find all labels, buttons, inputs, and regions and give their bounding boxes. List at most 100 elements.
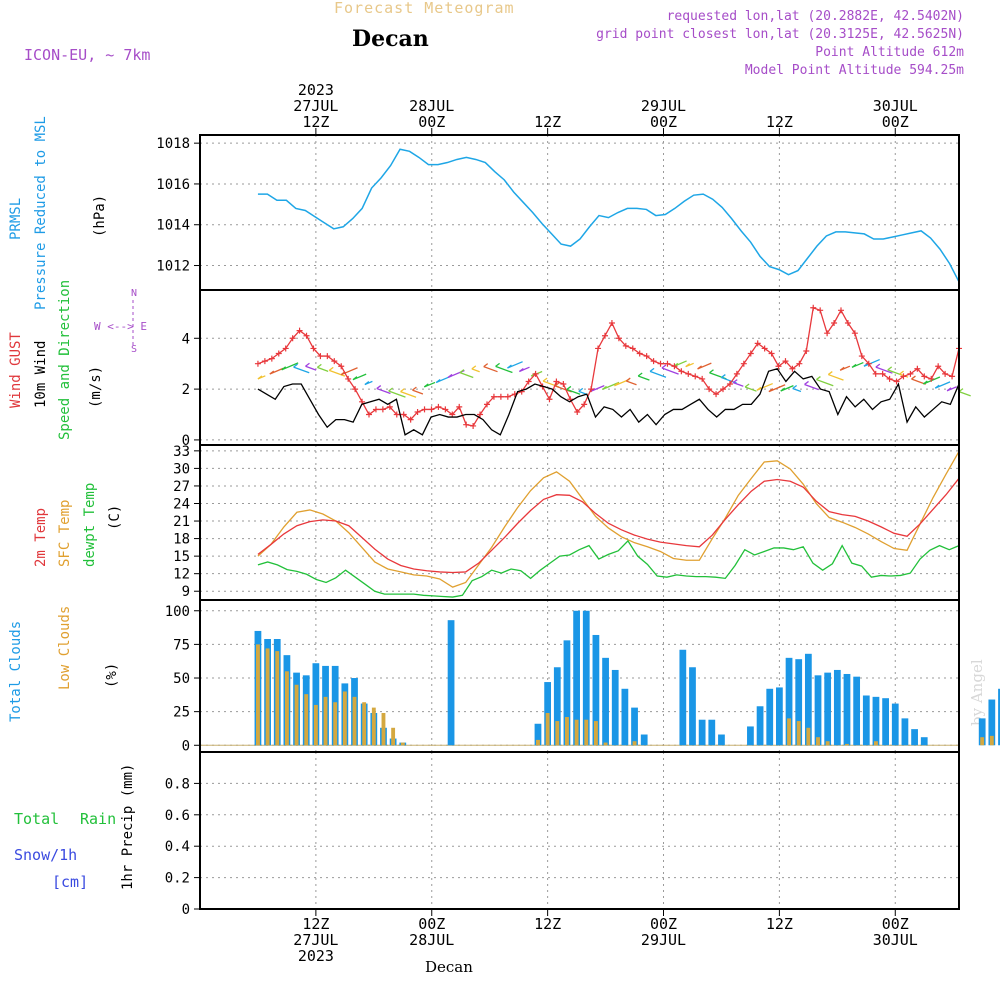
page-title: Decan — [352, 26, 429, 52]
low-cloud-bar — [806, 727, 811, 746]
wind-arrow-head — [471, 365, 477, 370]
wind-gust-point — [581, 401, 588, 408]
low-cloud-bar — [304, 694, 309, 746]
wind-gust-point — [338, 363, 345, 370]
wind-direction-arrow — [459, 372, 474, 379]
wind-direction-arrow — [637, 375, 650, 381]
wind-direction-arrow — [804, 383, 819, 391]
low-cloud-bar — [352, 696, 357, 746]
wind-gust-point — [685, 370, 692, 377]
wind-gust-point — [317, 353, 324, 360]
wind-gust-point — [719, 386, 726, 393]
cm-label: [cm] — [52, 873, 89, 891]
total-cloud-bar — [573, 610, 580, 746]
wind-arrow-head — [412, 386, 417, 391]
wind-gust-point — [817, 307, 824, 314]
time-label-top: 00Z — [650, 113, 677, 131]
y-tick-label: 2 — [182, 382, 190, 398]
wind-gust-point — [671, 363, 678, 370]
wind-arrow-head — [447, 373, 453, 378]
low-cloud-bar — [989, 735, 994, 746]
low-cloud-bar — [294, 684, 299, 746]
wind-gust-point — [775, 363, 782, 370]
wind-gust-point — [483, 401, 490, 408]
wind-arrow-head — [578, 387, 584, 392]
pressure-series-line — [257, 148, 960, 283]
total-cloud-bar — [631, 707, 638, 746]
wind-gust-point — [942, 370, 949, 377]
wind-gust-point — [615, 335, 622, 342]
wind-direction-arrow — [305, 365, 317, 371]
total-cloud-bar — [563, 640, 571, 746]
y-tick-label: 1018 — [156, 136, 190, 152]
wind-gust-point — [629, 345, 636, 352]
total-cloud-bar — [312, 663, 320, 746]
wind-gust-point — [504, 393, 511, 400]
low-cloud-bar — [323, 696, 328, 746]
wind-gust-point — [574, 408, 581, 415]
temp-2m-series-line — [257, 477, 960, 574]
total-cloud-bar — [592, 634, 600, 746]
wind-gust-point — [379, 406, 386, 413]
y-tick-label: 15 — [173, 549, 190, 565]
wind-arrow-head — [649, 367, 655, 372]
wind-arrow-head — [839, 366, 845, 371]
y-tick-label: 0.8 — [165, 776, 190, 792]
time-label-bottom: 12Z — [534, 915, 561, 933]
total-cloud-bar — [679, 649, 687, 746]
wind-arrow-head — [780, 387, 786, 392]
model-name: ICON-EU, ~ 7km — [24, 46, 151, 64]
wind-arrow-head — [899, 370, 904, 375]
time-label-bottom: 30JUL — [873, 931, 918, 949]
wind-gust-point — [782, 358, 789, 365]
low-cloud-bar — [632, 741, 637, 746]
wind-gust-point — [713, 391, 720, 398]
wind-gust-series-line — [257, 306, 960, 427]
low-cloud-bar — [816, 737, 820, 746]
wind-gust-point — [254, 360, 261, 367]
total-cloud-bar — [814, 675, 822, 746]
panel-frame — [199, 134, 960, 291]
y-tick-label: 75 — [173, 637, 190, 653]
wind-arrow-head — [602, 385, 607, 390]
wind-gust-point — [740, 360, 747, 367]
wind-arrow-head — [804, 380, 809, 385]
total-cloud-bar — [872, 696, 880, 746]
wind-gust-point — [622, 342, 629, 349]
wind-arrow-head — [744, 383, 750, 388]
low-cloud-bar — [603, 742, 608, 746]
wind-gust-point — [754, 340, 761, 347]
wind-gust-point — [643, 353, 650, 360]
wind-gust-point — [810, 304, 817, 311]
total-cloud-bar — [553, 667, 561, 746]
total-cloud-bar — [833, 669, 841, 746]
wind-gust-point — [490, 393, 497, 400]
wind-gust-point — [935, 363, 942, 370]
y-tick-label: 0.4 — [165, 839, 190, 855]
total-cloud-bar — [756, 706, 764, 746]
wind-gust-point — [900, 373, 907, 380]
wind-gust-point — [331, 358, 338, 365]
wind-gust-point — [706, 386, 713, 393]
y-tick-label: 33 — [173, 444, 190, 460]
total-cloud-bar — [718, 734, 725, 746]
wind-gust-point — [664, 360, 671, 367]
wind-arrow-head — [768, 388, 774, 393]
wind-direction-arrow — [412, 389, 424, 395]
time-label-bottom: 00Z — [882, 915, 909, 933]
wind-arrow-head — [495, 362, 500, 367]
wind-gust-point — [386, 403, 393, 410]
wind-gust-point — [657, 360, 664, 367]
wind-direction-arrow — [495, 365, 513, 374]
y-tick-label: 18 — [173, 532, 190, 548]
wind-gust-point — [463, 421, 470, 428]
wind-arrow-head — [566, 385, 572, 390]
wind-gust-point — [692, 373, 699, 380]
grid-coords: grid point closest lon,lat (20.3125E, 42… — [596, 27, 964, 42]
wind-gust-point — [608, 320, 615, 327]
wind-arrow-head — [816, 376, 821, 381]
wind-gust-point — [268, 355, 275, 362]
wind-arrow-head — [756, 386, 762, 391]
wind-direction-arrow — [649, 370, 667, 378]
wind-direction-arrow — [887, 369, 901, 376]
